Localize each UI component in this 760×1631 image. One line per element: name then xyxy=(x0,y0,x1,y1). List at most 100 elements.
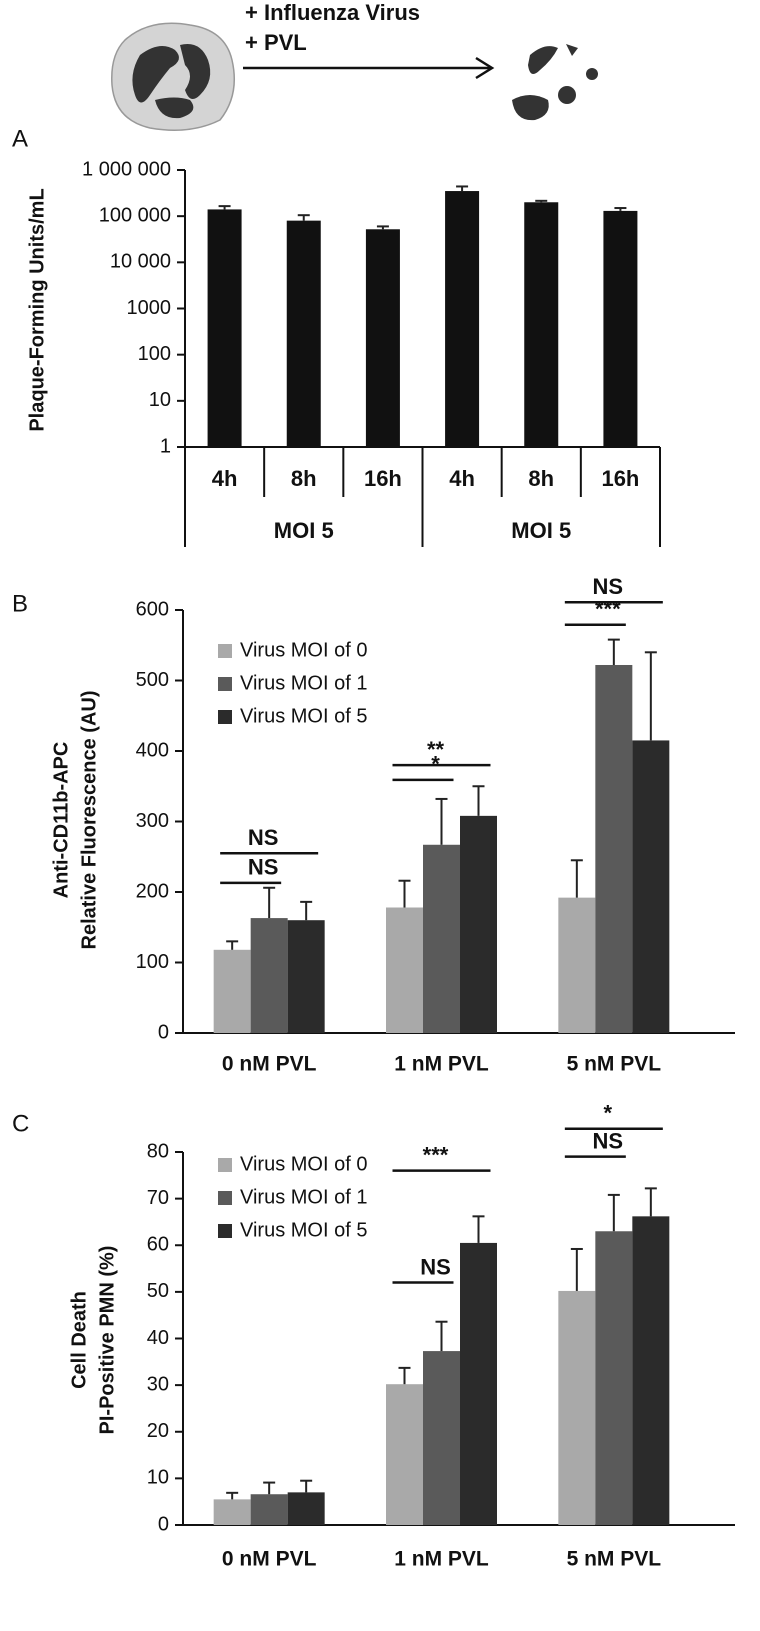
legend-label: Virus MOI of 0 xyxy=(240,639,367,661)
arrowhead xyxy=(475,56,495,80)
legend-swatch xyxy=(218,1224,232,1238)
bar xyxy=(460,1242,497,1525)
y-tick-label: 0 xyxy=(158,1021,169,1043)
bar xyxy=(207,209,242,447)
y-tick-label: 30 xyxy=(147,1373,169,1395)
x-tick-label: 16h xyxy=(364,466,402,491)
x-tick-label: 5 nM PVL xyxy=(567,1053,662,1076)
y-tick-label: 1 000 000 xyxy=(82,158,171,180)
y-axis-label: Plaque-Forming Units/mL xyxy=(26,188,48,431)
x-tick-label: 16h xyxy=(601,466,639,491)
significance-label: NS xyxy=(593,574,624,599)
y-axis-label: Relative Fluorescence (AU) xyxy=(78,691,100,950)
significance-label: * xyxy=(604,1101,613,1126)
bar xyxy=(558,1290,596,1525)
y-tick-label: 20 xyxy=(147,1420,169,1442)
significance-label: NS xyxy=(420,1254,451,1279)
y-axis-label: Anti-CD11b-APC xyxy=(50,742,72,899)
x-tick-label: 5 nM PVL xyxy=(567,1548,662,1571)
x-tick-label: 4h xyxy=(449,466,475,491)
y-tick-label: 1 xyxy=(160,435,171,457)
y-tick-label: 80 xyxy=(147,1140,169,1162)
fragment xyxy=(558,86,576,104)
nucleus xyxy=(132,44,211,119)
bar xyxy=(423,844,460,1033)
bar xyxy=(632,1216,670,1525)
bar xyxy=(558,897,596,1033)
y-tick-label: 40 xyxy=(147,1327,169,1349)
y-tick-label: 100 000 xyxy=(99,204,171,226)
y-tick-label: 10 xyxy=(147,1467,169,1489)
bar xyxy=(287,1492,325,1525)
y-tick-label: 100 xyxy=(138,343,171,365)
y-axis-label: PI-Positive PMN (%) xyxy=(96,1246,118,1435)
y-tick-label: 200 xyxy=(136,880,169,902)
y-tick-label: 10 000 xyxy=(110,251,171,273)
bar xyxy=(524,202,559,447)
bar xyxy=(287,920,325,1033)
panel-label: C xyxy=(12,1110,29,1137)
bar xyxy=(632,740,670,1033)
schematic: + Influenza Virus + PVL xyxy=(111,0,598,131)
legend-label: Virus MOI of 1 xyxy=(240,1186,367,1208)
legend-label: Virus MOI of 1 xyxy=(240,672,367,694)
schematic-label: + PVL xyxy=(245,30,307,55)
bar xyxy=(386,907,423,1033)
bar xyxy=(386,1384,423,1525)
x-tick-label: 1 nM PVL xyxy=(394,1548,489,1571)
y-tick-label: 100 xyxy=(136,951,169,973)
x-tick-label: 8h xyxy=(528,466,554,491)
x-tick-label: 0 nM PVL xyxy=(222,1548,317,1571)
bar xyxy=(250,1494,288,1525)
significance-label: *** xyxy=(423,1142,449,1167)
fragment xyxy=(566,44,578,56)
panel-label: A xyxy=(12,125,28,152)
legend-label: Virus MOI of 5 xyxy=(240,1219,367,1241)
fragment xyxy=(512,95,549,121)
fragment xyxy=(586,68,598,80)
panel-label: B xyxy=(12,590,28,617)
significance-label: *** xyxy=(595,597,621,622)
significance-label: ** xyxy=(427,737,445,762)
y-tick-label: 400 xyxy=(136,739,169,761)
fragment xyxy=(528,46,558,74)
legend-swatch xyxy=(218,677,232,691)
bar xyxy=(595,664,633,1033)
cell xyxy=(111,22,235,131)
y-tick-label: 500 xyxy=(136,669,169,691)
y-tick-label: 300 xyxy=(136,810,169,832)
bar xyxy=(213,949,251,1033)
significance-label: NS xyxy=(248,825,279,850)
y-tick-label: 70 xyxy=(147,1187,169,1209)
x-tick-label: 4h xyxy=(212,466,238,491)
x-tick-label: 8h xyxy=(291,466,317,491)
legend-label: Virus MOI of 0 xyxy=(240,1153,367,1175)
bar xyxy=(250,918,288,1033)
y-tick-label: 60 xyxy=(147,1234,169,1256)
significance-label: NS xyxy=(593,1128,624,1153)
y-tick-label: 1000 xyxy=(127,297,172,319)
x-tick-label: 0 nM PVL xyxy=(222,1053,317,1076)
bar xyxy=(445,191,480,447)
bar xyxy=(595,1231,633,1525)
bar xyxy=(213,1499,251,1525)
bar xyxy=(365,229,400,447)
bar xyxy=(423,1351,460,1525)
schematic-label: + Influenza Virus xyxy=(245,0,420,25)
legend-swatch xyxy=(218,710,232,724)
y-tick-label: 10 xyxy=(149,389,171,411)
y-axis-label: Cell Death xyxy=(68,1291,90,1389)
y-tick-label: 50 xyxy=(147,1280,169,1302)
group-label: MOI 5 xyxy=(511,518,571,543)
x-tick-label: 1 nM PVL xyxy=(394,1053,489,1076)
y-tick-label: 0 xyxy=(158,1513,169,1535)
y-tick-label: 600 xyxy=(136,598,169,620)
legend-swatch xyxy=(218,1158,232,1172)
bar xyxy=(286,220,321,447)
significance-label: NS xyxy=(248,855,279,880)
group-label: MOI 5 xyxy=(274,518,334,543)
legend-swatch xyxy=(218,1191,232,1205)
legend-label: Virus MOI of 5 xyxy=(240,705,367,727)
legend-swatch xyxy=(218,644,232,658)
